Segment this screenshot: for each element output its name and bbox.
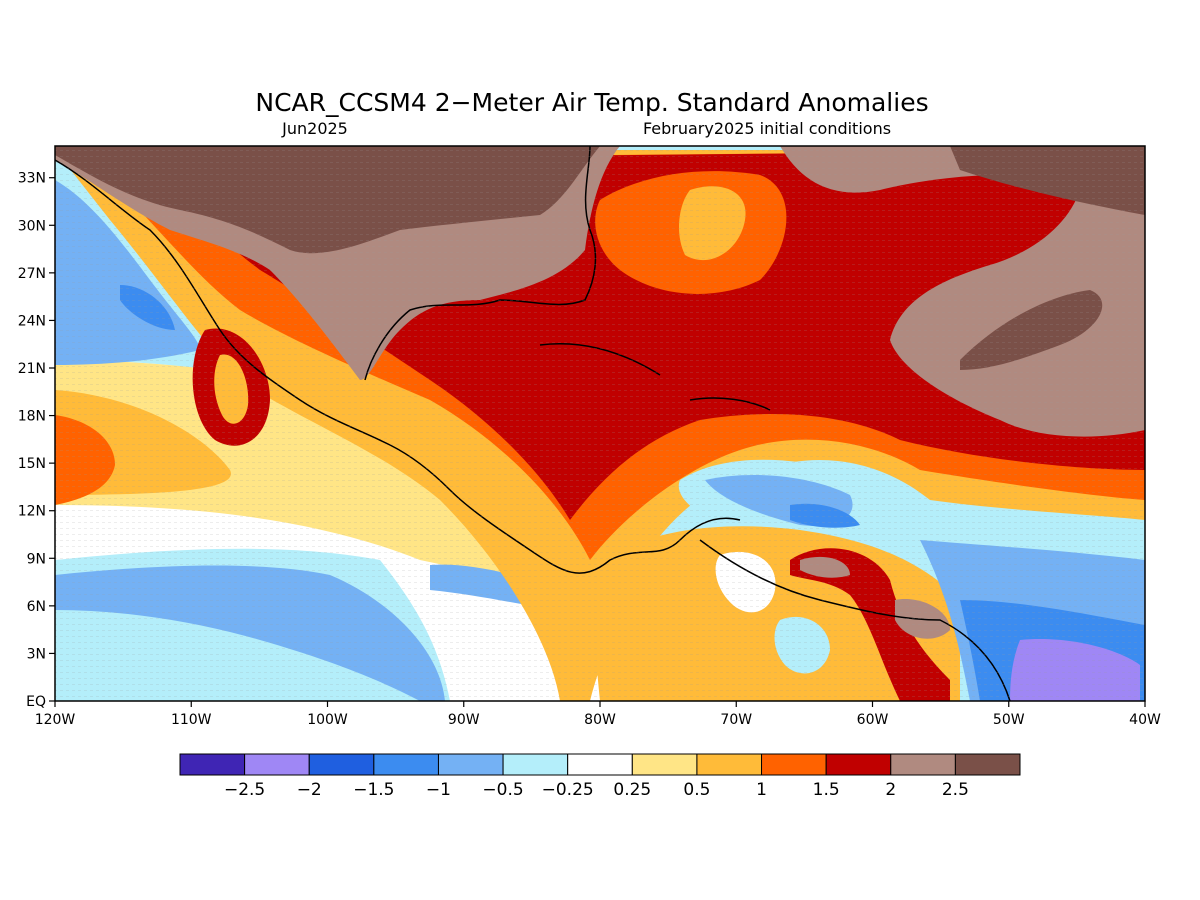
- colorbar-swatch: [954, 753, 1021, 776]
- lon-tick-label: 120W: [35, 712, 76, 728]
- lat-tick-label: 6N: [27, 599, 46, 615]
- lon-tick-label: 100W: [307, 712, 348, 728]
- forecast-month: Jun2025: [281, 119, 348, 138]
- colorbar-swatch: [373, 753, 439, 776]
- lon-tick-label: 60W: [857, 712, 889, 728]
- lon-tick-label: 110W: [171, 712, 212, 728]
- longitude-ticks: 120W 110W 100W 90W 80W 70W 60W 50W 40W: [35, 701, 1161, 728]
- colorbar-swatch: [825, 753, 892, 776]
- lon-tick-label: 50W: [993, 712, 1025, 728]
- colorbar-label: 2.5: [942, 780, 969, 800]
- lat-tick-label: 9N: [27, 551, 46, 567]
- lat-tick-label: EQ: [26, 694, 46, 710]
- lat-tick-label: 3N: [27, 646, 46, 662]
- colorbar-label: −2: [297, 780, 322, 800]
- lon-tick-label: 80W: [584, 712, 616, 728]
- lat-tick-label: 15N: [18, 456, 46, 472]
- lon-tick-label: 70W: [720, 712, 752, 728]
- lat-tick-label: 27N: [18, 266, 46, 282]
- lat-tick-label: 18N: [18, 409, 46, 425]
- colorbar-label: −1.5: [353, 780, 394, 800]
- colorbar-label: −1: [426, 780, 451, 800]
- colorbar-swatch: [761, 753, 827, 776]
- colorbar-swatch: [567, 753, 633, 776]
- colorbar-swatch: [696, 753, 763, 776]
- map-gridlines: [55, 146, 1145, 701]
- colorbar-label: 1: [756, 780, 767, 800]
- colorbar-swatch: [437, 753, 504, 776]
- colorbar: −2.5 −2 −1.5 −1 −0.5 −0.25 0.25 0.5 1 1.5 2 2.5: [179, 753, 1021, 800]
- colorbar-label: −0.25: [542, 780, 594, 800]
- colorbar-label: 2: [885, 780, 896, 800]
- lon-tick-label: 40W: [1129, 712, 1161, 728]
- lon-tick-label: 90W: [448, 712, 480, 728]
- lat-tick-label: 30N: [18, 218, 46, 234]
- colorbar-swatch: [244, 753, 310, 776]
- map-title: NCAR_CCSM4 2−Meter Air Temp. Standard An…: [255, 88, 928, 117]
- colorbar-label: 0.5: [683, 780, 710, 800]
- colorbar-label: 1.5: [813, 780, 840, 800]
- lat-tick-label: 24N: [18, 313, 46, 329]
- colorbar-label: −0.5: [482, 780, 523, 800]
- lat-tick-label: 12N: [18, 504, 46, 520]
- colorbar-label: 0.25: [613, 780, 651, 800]
- colorbar-swatch: [502, 753, 569, 776]
- lat-tick-label: 33N: [18, 171, 46, 187]
- latitude-ticks: 33N 30N 27N 24N 21N 18N 15N 12N 9N 6N 3N EQ: [18, 171, 55, 710]
- initial-conditions: February2025 initial conditions: [643, 119, 891, 138]
- colorbar-swatch: [308, 753, 375, 776]
- colorbar-label: −2.5: [224, 780, 265, 800]
- colorbar-swatch: [179, 753, 246, 776]
- colorbar-swatch: [631, 753, 698, 776]
- colorbar-swatch: [890, 753, 956, 776]
- lat-tick-label: 21N: [18, 361, 46, 377]
